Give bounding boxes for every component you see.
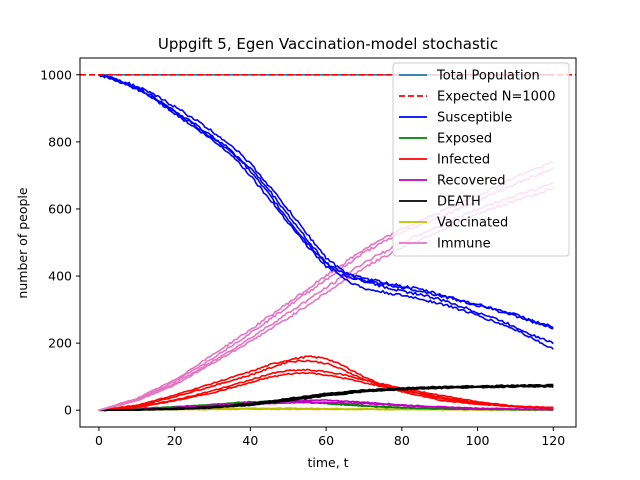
legend-label: Total Population	[436, 69, 540, 84]
series-infected	[98, 355, 554, 411]
y-tick-label: 200	[48, 336, 72, 351]
x-tick-label: 20	[167, 433, 183, 448]
series-line-susceptible-run-2	[98, 74, 554, 330]
legend-label: Immune	[437, 237, 491, 252]
y-tick-label: 0	[64, 403, 72, 418]
series-line-infected-run-3	[98, 368, 554, 411]
x-tick-label: 80	[394, 433, 410, 448]
legend-label: DEATH	[437, 195, 481, 210]
y-tick-label: 800	[48, 134, 72, 149]
legend-label: Vaccinated	[437, 216, 508, 231]
chart-title: Uppgift 5, Egen Vaccination-model stocha…	[158, 35, 498, 53]
y-axis-label: number of people	[15, 187, 30, 298]
legend-label: Susceptible	[437, 111, 512, 126]
plot-area	[80, 73, 576, 412]
series-line-susceptible-run-3	[98, 74, 554, 345]
series-line-susceptible-run-4	[98, 73, 554, 350]
y-tick-label: 400	[48, 269, 72, 284]
x-tick-label: 60	[318, 433, 334, 448]
x-tick-label: 120	[541, 433, 565, 448]
y-tick-label: 600	[48, 201, 72, 216]
legend-label: Expected N=1000	[437, 90, 556, 105]
series-susceptible	[98, 73, 554, 350]
legend-label: Infected	[437, 153, 490, 168]
y-tick-label: 1000	[40, 67, 72, 82]
x-axis: 0 20 40 60 80 100 120	[95, 427, 565, 448]
legend: Total Population Expected N=1000 Susceptib…	[392, 62, 570, 257]
series-line-infected-run-4	[98, 371, 554, 411]
x-axis-label: time, t	[307, 455, 348, 470]
legend-label: Recovered	[437, 174, 506, 189]
x-tick-label: 100	[466, 433, 490, 448]
plot-frame	[79, 57, 577, 428]
y-axis: 0 200 400 600 800 1000	[40, 67, 80, 418]
x-tick-label: 40	[242, 433, 258, 448]
legend-label: Exposed	[437, 132, 492, 147]
series-death	[98, 383, 554, 412]
legend-box	[392, 62, 570, 257]
x-tick-label: 0	[95, 433, 103, 448]
series-line-death-run-4	[98, 385, 554, 412]
